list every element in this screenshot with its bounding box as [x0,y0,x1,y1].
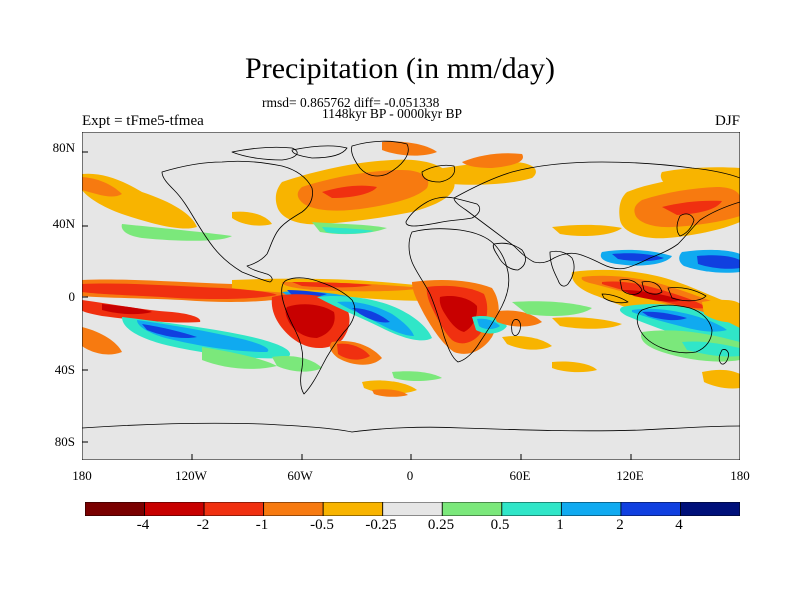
colorbar-label: 2 [616,517,624,533]
experiment-label: Expt = tFme5-tfmea [82,113,204,129]
lon-label-180e: 180 [730,468,750,483]
lon-label-0: 0 [406,468,414,483]
stats-line: rmsd= 0.865762 diff= -0.051338 [262,95,440,110]
colorbar-label: 0.5 [490,517,510,533]
colorbar-swatch [203,502,265,516]
season-label: DJF [714,113,740,129]
colorbar-swatch [144,502,205,516]
lon-label-120e: 120E [616,468,644,483]
colorbar [85,502,740,516]
colorbar-label: 1 [556,517,564,533]
colorbar-swatch [85,502,145,516]
lon-label-120w: 120W [175,468,207,483]
lat-label-40n: 40N [52,216,75,231]
colorbar-label: -0.25 [365,517,397,533]
lat-label-80s: 80S [54,434,75,449]
plot-title: Precipitation (in mm/day) [245,52,555,85]
lon-label-60e: 60E [509,468,531,483]
colorbar-label: -1 [255,517,269,533]
lon-label-180w: 180 [72,468,92,483]
lat-label-80n: 80N [52,140,75,155]
colorbar-swatch [322,502,384,516]
colorbar-swatch [441,502,503,516]
colorbar-swatch [382,502,443,516]
anomaly-fields [82,141,740,397]
colorbar-label: -4 [136,517,150,533]
lon-label-60w: 60W [287,468,313,483]
colorbar-swatch [680,502,740,516]
period-label: 1148kyr BP - 0000kyr BP [322,106,463,121]
colorbar-label: -0.5 [310,517,334,533]
colorbar-swatch [501,502,562,516]
lat-label-0: 0 [68,289,76,304]
lat-label-40s: 40S [54,362,75,377]
precipitation-map [82,132,740,460]
coastlines [82,140,740,433]
colorbar-label: 4 [675,517,683,533]
axis-ticks [82,151,632,460]
colorbar-swatch [620,502,681,516]
colorbar-swatch [560,502,622,516]
colorbar-label: -2 [196,517,210,533]
colorbar-swatch [263,502,324,516]
colorbar-label: 0.25 [427,517,455,533]
